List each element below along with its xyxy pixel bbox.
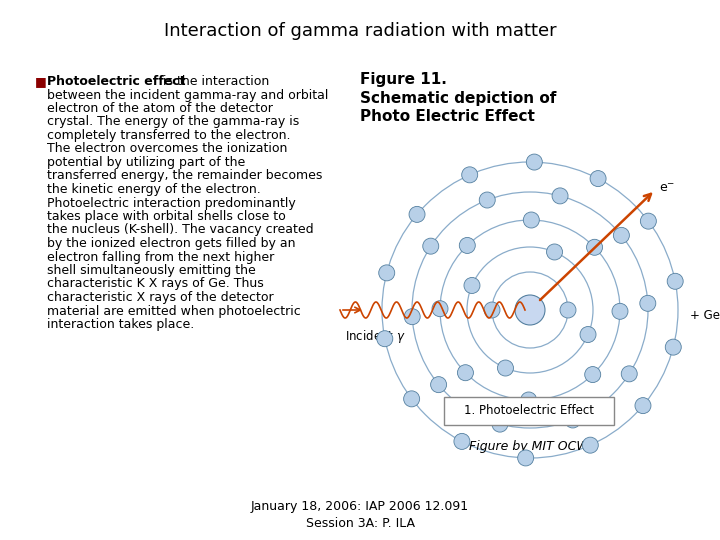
- Text: crystal. The energy of the gamma-ray is: crystal. The energy of the gamma-ray is: [47, 116, 300, 129]
- Text: the nucleus (K-shell). The vacancy created: the nucleus (K-shell). The vacancy creat…: [47, 224, 314, 237]
- Circle shape: [552, 188, 568, 204]
- Text: transferred energy, the remainder becomes: transferred energy, the remainder become…: [47, 170, 323, 183]
- Circle shape: [564, 412, 581, 428]
- FancyBboxPatch shape: [444, 397, 614, 425]
- Text: e$^{-}$: e$^{-}$: [659, 181, 675, 194]
- Text: electron falling from the next higher: electron falling from the next higher: [47, 251, 274, 264]
- Text: characteristic K X rays of Ge. Thus: characteristic K X rays of Ge. Thus: [47, 278, 264, 291]
- Circle shape: [404, 391, 420, 407]
- Text: Photoelectric effect: Photoelectric effect: [47, 75, 186, 88]
- Circle shape: [560, 302, 576, 318]
- Circle shape: [613, 227, 629, 244]
- Circle shape: [523, 212, 539, 228]
- Text: The electron overcomes the ionization: The electron overcomes the ionization: [47, 143, 287, 156]
- Text: characteristic X rays of the detector: characteristic X rays of the detector: [47, 291, 274, 304]
- Circle shape: [585, 367, 600, 382]
- Circle shape: [492, 416, 508, 432]
- Text: takes place with orbital shells close to: takes place with orbital shells close to: [47, 210, 286, 223]
- Text: material are emitted when photoelectric: material are emitted when photoelectric: [47, 305, 301, 318]
- Circle shape: [526, 154, 542, 170]
- Circle shape: [590, 171, 606, 187]
- Circle shape: [667, 273, 683, 289]
- Circle shape: [498, 360, 513, 376]
- Circle shape: [464, 278, 480, 293]
- Circle shape: [640, 213, 657, 229]
- Circle shape: [423, 238, 438, 254]
- Circle shape: [454, 434, 470, 449]
- Text: between the incident gamma-ray and orbital: between the incident gamma-ray and orbit…: [47, 89, 328, 102]
- Text: Figure 11.
Schematic depiction of
Photo Electric Effect: Figure 11. Schematic depiction of Photo …: [360, 72, 557, 124]
- Text: is the interaction: is the interaction: [159, 75, 269, 88]
- Text: ■: ■: [35, 75, 47, 88]
- Text: Incident $\gamma$: Incident $\gamma$: [345, 328, 405, 345]
- Text: 1. Photoelectric Effect: 1. Photoelectric Effect: [464, 404, 594, 417]
- Circle shape: [432, 301, 448, 316]
- Text: Figure by MIT OCW.: Figure by MIT OCW.: [469, 440, 591, 453]
- Text: interaction takes place.: interaction takes place.: [47, 318, 194, 331]
- Circle shape: [621, 366, 637, 382]
- Text: Photoelectric interaction predominantly: Photoelectric interaction predominantly: [47, 197, 296, 210]
- Circle shape: [404, 309, 420, 325]
- Circle shape: [518, 450, 534, 466]
- Text: January 18, 2006: IAP 2006 12.091
Session 3A: P. ILA: January 18, 2006: IAP 2006 12.091 Sessio…: [251, 500, 469, 530]
- Text: electron of the atom of the detector: electron of the atom of the detector: [47, 102, 273, 115]
- Circle shape: [409, 206, 425, 222]
- Text: by the ionized electron gets filled by an: by the ionized electron gets filled by a…: [47, 237, 295, 250]
- Circle shape: [612, 303, 628, 319]
- Circle shape: [515, 295, 545, 325]
- Text: shell simultaneously emitting the: shell simultaneously emitting the: [47, 264, 256, 277]
- Text: + Ge x-rays: + Ge x-rays: [690, 308, 720, 321]
- Circle shape: [457, 364, 474, 381]
- Circle shape: [587, 239, 603, 255]
- Circle shape: [521, 392, 536, 408]
- Circle shape: [459, 238, 475, 253]
- Text: completely transferred to the electron.: completely transferred to the electron.: [47, 129, 290, 142]
- Circle shape: [640, 295, 656, 312]
- Circle shape: [462, 167, 477, 183]
- Text: the kinetic energy of the electron.: the kinetic energy of the electron.: [47, 183, 261, 196]
- Circle shape: [379, 265, 395, 281]
- Text: Interaction of gamma radiation with matter: Interaction of gamma radiation with matt…: [163, 22, 557, 40]
- Circle shape: [580, 327, 596, 342]
- Text: potential by utilizing part of the: potential by utilizing part of the: [47, 156, 246, 169]
- Circle shape: [484, 302, 500, 318]
- Circle shape: [635, 397, 651, 414]
- Circle shape: [582, 437, 598, 453]
- Circle shape: [377, 330, 393, 347]
- Circle shape: [546, 244, 562, 260]
- Circle shape: [480, 192, 495, 208]
- Circle shape: [431, 377, 446, 393]
- Circle shape: [665, 339, 681, 355]
